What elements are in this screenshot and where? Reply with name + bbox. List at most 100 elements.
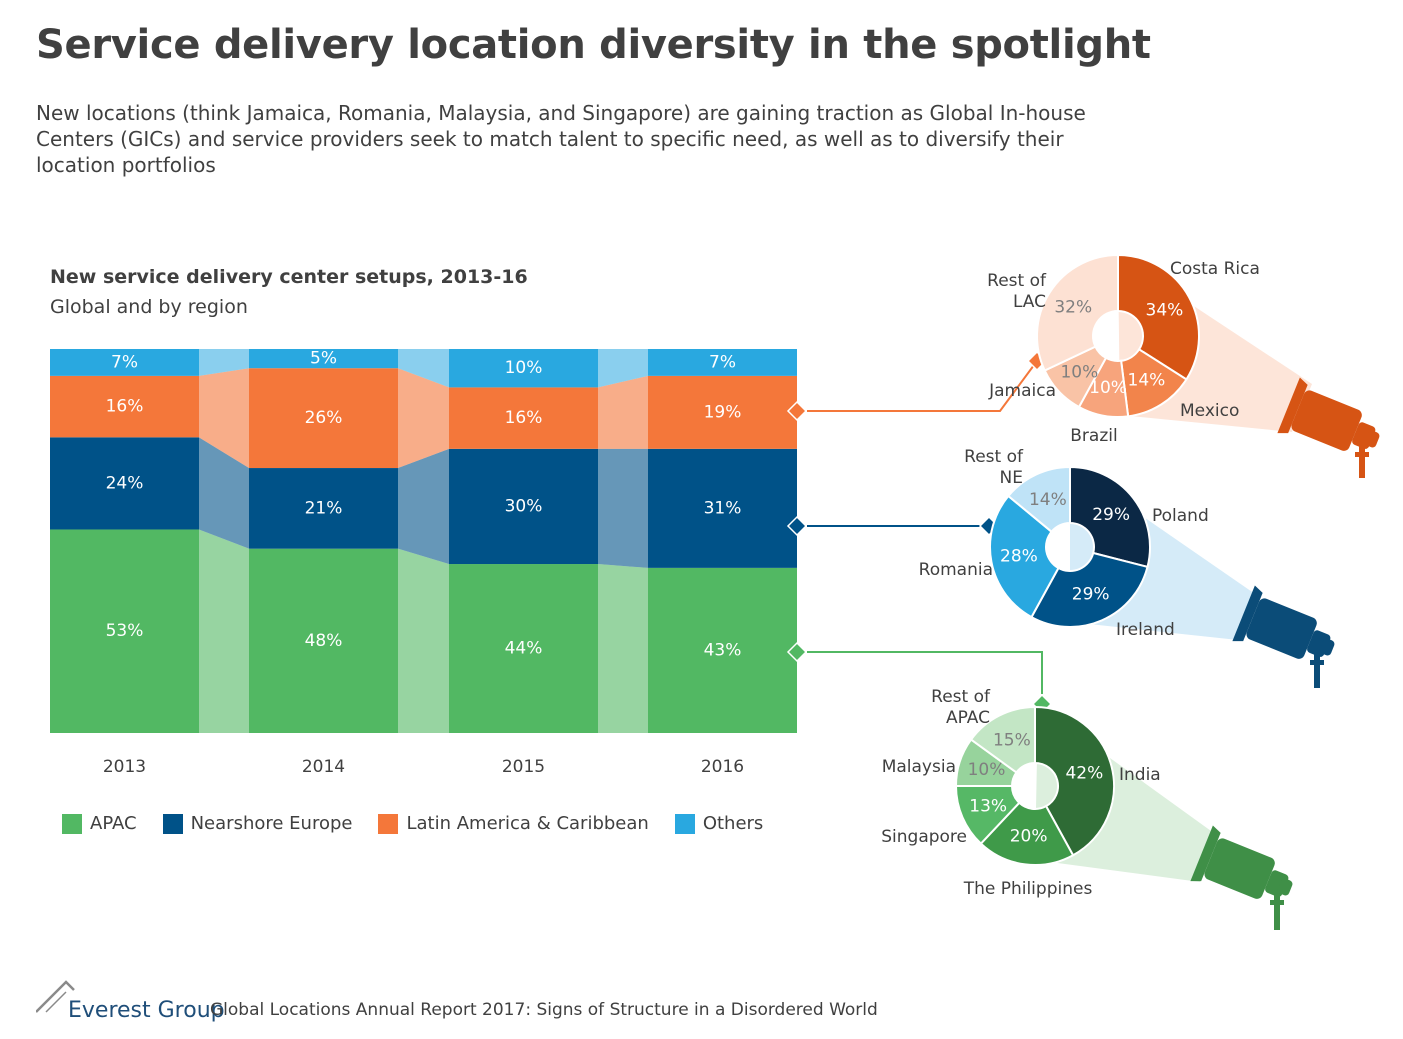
band-others-2 [598, 349, 648, 388]
stacked-bars: 53% 24% 16% 7% 2013 48% 21% 26% 5% 2014 44% 30% 16% 1… [50, 349, 797, 777]
pie-pct-rest-of-apac: 15% [993, 731, 1031, 751]
pie-pct-jamaica: 10% [1060, 362, 1098, 382]
connector-diamond-ne-bar [786, 515, 808, 537]
legend-item-nearshore-europe: Nearshore Europe [162, 813, 352, 834]
bar-label-nearshore-europe-2014: 21% [305, 498, 343, 518]
bar-apac-2015 [449, 564, 598, 733]
pie-pct-brazil: 10% [1089, 378, 1127, 398]
pie-pct-costa-rica: 34% [1146, 300, 1184, 320]
connector-diamond-apac-bar [786, 641, 808, 663]
pie-pct-malaysia: 10% [968, 760, 1006, 780]
bar-others-2015 [449, 349, 598, 388]
lamp-stand-apac-bar [1270, 900, 1284, 905]
pie-slice-the-philippines [979, 801, 1075, 866]
pie-label-rest-of-ne: Rest of NE [964, 447, 1024, 488]
pie-label-poland: Poland [1152, 506, 1209, 526]
bar-label-apac-2013: 53% [106, 621, 144, 641]
chart-subtitle: Global and by region [50, 296, 248, 318]
bar-label-latin-america-caribbean-2016: 19% [704, 402, 742, 422]
x-tick-2015: 2015 [502, 757, 545, 777]
legend-item-latam: Latin America & Caribbean [378, 813, 649, 834]
band-apac-1 [398, 548, 449, 733]
bar-label-latin-america-caribbean-2014: 26% [305, 408, 343, 428]
band-others-1 [398, 349, 449, 388]
pie-slice-poland [1069, 465, 1151, 569]
pie-slice-rest-of-ne [1006, 465, 1071, 534]
legend-label-latam: Latin America & Caribbean [406, 813, 649, 834]
pie-label-costa-rica: Costa Rica [1170, 259, 1260, 279]
bar-apac-2016 [648, 567, 797, 733]
pie-slice-costa-rica [1117, 253, 1200, 381]
legend-item-apac: APAC [62, 813, 137, 834]
connector-diamond-latam-bar [786, 400, 808, 422]
pie-latin-america-caribbean: 34%14%10%10%32%Costa RicaMexicoBrazilJam… [987, 253, 1260, 446]
pie-slice-romania [989, 494, 1060, 619]
connector-latam [807, 360, 1038, 412]
pie-pct-mexico: 14% [1128, 371, 1166, 391]
bar-label-nearshore-europe-2013: 24% [106, 473, 144, 493]
bar-latin-america-caribbean-2014 [249, 368, 398, 469]
bar-label-others-2013: 7% [111, 352, 138, 372]
everest-logo-icon [36, 980, 75, 1013]
pie-label-mexico: Mexico [1180, 401, 1239, 421]
bar-label-others-2016: 7% [709, 352, 736, 372]
x-tick-2014: 2014 [302, 757, 345, 777]
bar-label-others-2014: 5% [310, 349, 337, 369]
bar-label-latin-america-caribbean-2015: 16% [505, 408, 543, 428]
lamp-latam-icon [1277, 377, 1380, 451]
bar-latin-america-caribbean-2013 [50, 375, 199, 438]
lamp-apac-icon [1190, 825, 1293, 899]
pie-pct-poland: 29% [1092, 505, 1130, 525]
bar-nearshore-europe-2014 [249, 468, 398, 549]
lamp-stand-ne [1314, 654, 1320, 688]
band-latin-america-caribbean-2 [598, 375, 648, 449]
pie-pct-romania: 28% [1000, 547, 1038, 567]
band-nearshore-europe-0 [199, 437, 249, 549]
pie-slice-ireland [1030, 551, 1149, 628]
band-others-0 [199, 349, 249, 376]
pie-label-rest-of-apac: Rest of APAC [931, 687, 991, 728]
bar-apac-2014 [249, 548, 398, 733]
pie-label-singapore: Singapore [881, 827, 967, 847]
bar-label-apac-2015: 44% [505, 639, 543, 659]
pie-slice-rest-of-lac [1036, 253, 1119, 372]
legend-swatch-others [674, 813, 695, 834]
band-nearshore-europe-1 [398, 448, 449, 565]
chart-title: New service delivery center setups, 2013… [50, 266, 528, 288]
legend-swatch-apac [62, 813, 82, 834]
bar-nearshore-europe-2016 [648, 448, 797, 568]
legend-swatch-nearshore-europe [162, 813, 183, 834]
bar-label-others-2015: 10% [505, 358, 543, 378]
chart-legend: APAC Nearshore Europe Latin America & Ca… [62, 813, 789, 834]
pie-pct-india: 42% [1065, 763, 1103, 783]
pie-label-india: India [1119, 765, 1161, 785]
lamp-stand-apac [1274, 894, 1280, 930]
bar-nearshore-europe-2013 [50, 437, 199, 530]
pie-label-brazil: Brazil [1070, 426, 1117, 446]
bar-others-2014 [249, 349, 398, 369]
bar-label-nearshore-europe-2015: 30% [505, 496, 543, 516]
lamp-stand-latam [1359, 446, 1365, 478]
band-apac-2 [598, 564, 648, 733]
legend-item-others: Others [674, 813, 764, 834]
footer-source: Global Locations Annual Report 2017: Sig… [210, 1000, 878, 1020]
bar-latin-america-caribbean-2015 [449, 387, 598, 449]
pie-slice-india [1034, 705, 1115, 857]
legend-swatch-latam [378, 813, 399, 834]
lamp-stand-ne-bar [1310, 660, 1324, 665]
band-latin-america-caribbean-1 [398, 368, 449, 469]
pie-pct-rest-of-lac: 32% [1054, 298, 1092, 318]
pie-pct-the-philippines: 20% [1010, 827, 1048, 847]
bar-label-apac-2016: 43% [704, 640, 742, 660]
legend-label-apac: APAC [90, 813, 137, 834]
everest-logo-text: Everest Group [68, 998, 225, 1023]
pie-pct-rest-of-ne: 14% [1029, 490, 1067, 510]
bar-latin-america-caribbean-2016 [648, 375, 797, 449]
pie-label-jamaica: Jamaica [988, 381, 1056, 401]
legend-label-others: Others [702, 813, 764, 834]
band-apac-0 [199, 529, 249, 733]
pie-pct-ireland: 29% [1072, 585, 1110, 605]
bar-label-nearshore-europe-2016: 31% [704, 498, 742, 518]
x-tick-2013: 2013 [103, 757, 146, 777]
bar-others-2013 [50, 349, 199, 376]
